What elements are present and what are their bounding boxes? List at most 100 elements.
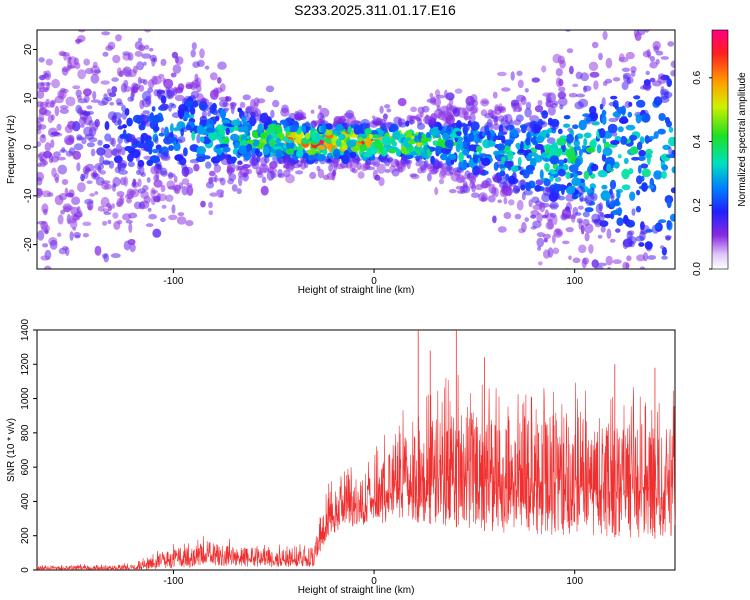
spectrogram-cell (177, 136, 186, 143)
spectrogram-cell (606, 266, 612, 269)
spectrogram-cell (471, 192, 480, 198)
spectrogram-cell (595, 203, 603, 214)
spectrogram-cell (58, 50, 66, 57)
spectrogram-cell (436, 105, 441, 112)
spectrogram-cell (284, 127, 291, 132)
spectrogram-cell (415, 155, 423, 163)
spectrogram-cell (191, 130, 196, 141)
spectrogram-cell (523, 189, 533, 196)
spectrogram-cell (563, 115, 571, 120)
spectrogram-cell (579, 192, 584, 203)
spectrogram-cell (487, 195, 496, 203)
spectrogram-cell (624, 100, 631, 109)
spectrogram-cell (599, 128, 606, 139)
spectrogram-cell (622, 261, 630, 269)
spectrogram-cell (50, 131, 60, 136)
spectrogram-cell (376, 163, 386, 174)
spectrogram-cell (134, 50, 143, 57)
colorbar-gradient (711, 29, 729, 270)
spectrogram-cell (266, 170, 275, 181)
spectrogram-cell (168, 214, 178, 221)
spectrogram-cell (123, 79, 129, 88)
snr-y-tick-label: 800 (20, 424, 31, 441)
spectrogram-cell (653, 170, 663, 180)
spectrogram-cell (529, 115, 540, 123)
spectrogram-cell (349, 168, 356, 172)
spectrogram-cell (237, 107, 242, 113)
spectrogram-cell (472, 154, 479, 164)
spectrogram-cell (160, 127, 165, 135)
spectrogram-cell (453, 167, 463, 173)
spectrogram-cell (668, 136, 675, 147)
spectrogram-cell (97, 100, 107, 106)
spectrogram-cell (50, 156, 59, 163)
spectrogram-cell (388, 148, 396, 154)
spectrogram-cell (193, 163, 200, 172)
spectrogram-cell (512, 185, 521, 194)
spectrogram-cell (238, 175, 243, 187)
snr-peaks (417, 330, 656, 539)
spectrogram-cell (555, 177, 559, 182)
spectrogram-cell (300, 159, 308, 164)
spectrogram-cell (103, 144, 110, 149)
spectrogram-cell (588, 192, 598, 202)
spectrogram-cell (83, 58, 90, 66)
spectrogram-cell (140, 134, 145, 145)
spectrogram-cell (658, 219, 667, 224)
spectrogram-y-tick-label: 10 (23, 92, 34, 104)
spectrogram-x-axis-label: Height of straight line (km) (298, 285, 415, 296)
spectrogram-cell (209, 72, 218, 81)
spectrogram-cell (173, 175, 178, 183)
page-title: S233.2025.311.01.17.E16 (294, 2, 456, 18)
spectrogram-cell (653, 131, 659, 139)
spectrogram-cell (645, 228, 653, 233)
spectrogram-cell (283, 156, 291, 161)
spectrogram-cell (129, 243, 136, 253)
spectrogram-cell (384, 169, 391, 173)
spectrogram-cell (178, 182, 184, 189)
spectrogram-cell (597, 170, 608, 178)
spectrogram-cell (104, 121, 110, 131)
spectrogram-cell (481, 157, 491, 167)
spectrogram-cell (578, 119, 587, 131)
spectrogram-cell (138, 124, 144, 130)
spectrogram-cell (221, 119, 231, 124)
spectrogram-cell (208, 210, 214, 216)
spectrogram-cell (246, 106, 252, 114)
spectrogram-cell (547, 106, 556, 116)
spectrogram-cell (89, 193, 96, 197)
spectrogram-cell (666, 78, 672, 88)
snr-y-tick-label: 600 (20, 458, 31, 475)
spectrogram-cell (477, 134, 482, 140)
spectrogram-cell (139, 114, 149, 125)
spectrogram-cell (602, 138, 607, 144)
spectrogram-cell (405, 120, 410, 127)
spectrogram-cell (626, 77, 631, 85)
spectrogram-cell (624, 218, 631, 227)
spectrogram-cell (186, 185, 194, 196)
spectrogram-cell (561, 184, 565, 195)
spectrogram-cell (239, 101, 246, 108)
spectrogram-cell (562, 164, 569, 171)
spectrogram-cell (613, 199, 620, 206)
spectrogram-cell (468, 112, 476, 123)
spectrogram-cell (565, 148, 576, 159)
spectrogram-cell (288, 112, 297, 121)
spectrogram-cell (173, 127, 179, 132)
spectrogram-cell (606, 163, 612, 172)
spectrogram-cell (639, 136, 645, 145)
spectrogram-cell (397, 98, 407, 107)
spectrogram-cell (458, 159, 468, 171)
spectrogram-cell (660, 86, 665, 92)
spectrogram-cell (642, 50, 652, 58)
spectrogram-cell (176, 216, 187, 225)
spectrogram-cell (609, 179, 617, 190)
spectrogram-cell (336, 139, 342, 147)
spectrogram-cell (40, 255, 50, 261)
spectrogram-cell (565, 134, 574, 144)
spectrogram-cell (517, 148, 525, 154)
spectrogram-cell (438, 125, 442, 131)
spectrogram-cell (165, 194, 174, 202)
spectrogram-cell (72, 85, 81, 90)
